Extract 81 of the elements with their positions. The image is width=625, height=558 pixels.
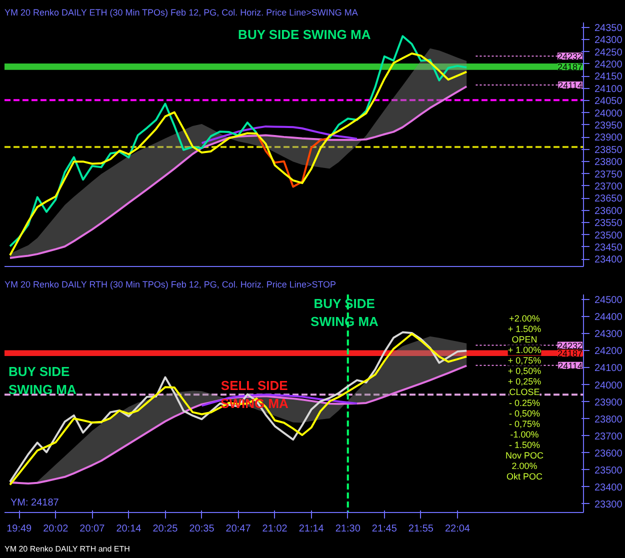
annotation: - 0,50%	[508, 408, 540, 418]
y-tick-label: 23450	[594, 242, 623, 254]
annotation: + 0,75%	[508, 356, 542, 366]
annotation: YM: 24187	[10, 498, 60, 508]
y-tick-label: 24000	[594, 380, 623, 392]
annotation: BUY SIDE SWING MA	[8, 364, 77, 397]
x-tick-label: 21:45	[372, 524, 398, 534]
y-tick-label: 23300	[594, 499, 623, 510]
y-tick-label: 23750	[594, 169, 623, 180]
x-tick-label: 21:30	[335, 524, 361, 534]
annotation: OPEN	[512, 334, 538, 345]
x-tick-label: 20:14	[116, 524, 142, 534]
y-tick-label: 24250	[594, 47, 623, 58]
annotation: -1.00%	[510, 429, 539, 440]
y-tick-label: 23600	[594, 448, 623, 460]
chart-title: YM 20 Renko DAILY RTH (30 Min TPOs) Feb 12, PG, Col. Horiz. Price Line>STOP	[4, 280, 336, 290]
y-tick-label: 23550	[594, 218, 623, 230]
text: YM 20 Renko DAILY RTH and ETH	[4, 544, 130, 554]
annotation: - 0,75%	[508, 418, 540, 429]
y-tick-label: 23850	[594, 144, 623, 156]
y-tick-label: 24200	[594, 59, 623, 70]
line-series	[200, 394, 358, 407]
y-tick-label: 23800	[594, 414, 623, 426]
annotation: - 1.50%	[508, 440, 540, 450]
y-tick-label: 24300	[594, 329, 623, 340]
y-tick-label: 23400	[594, 254, 623, 266]
annotation: +2.00%	[509, 314, 540, 324]
x-tick-label: 21:02	[262, 524, 288, 534]
y-tick-label: 23650	[594, 194, 623, 205]
ref-line-label: 24232	[557, 340, 583, 351]
annotation: Nov POC	[505, 450, 544, 460]
annotation: + 0,25%	[508, 376, 542, 387]
y-tick-label: 24500	[594, 295, 623, 306]
y-tick-label: 23950	[594, 120, 623, 132]
annotation: - 0.25%	[508, 398, 540, 408]
x-tick-label: 21:55	[408, 524, 434, 534]
y-tick-label: 24050	[594, 96, 623, 108]
y-tick-label: 24150	[594, 72, 623, 83]
x-tick-label: 20:47	[226, 524, 252, 534]
y-tick-label: 23900	[594, 132, 623, 144]
y-tick-label: 24350	[594, 22, 623, 34]
y-tick-label: 24100	[594, 363, 623, 374]
chart-title: YM 20 Renko DAILY ETH (30 Min TPOs) Feb 12, PG, Col. Horiz. Price Line>SWING MA	[4, 8, 358, 18]
x-tick-label: 20:35	[189, 524, 215, 534]
y-tick-label: 23900	[594, 397, 623, 408]
x-tick-label: 19:49	[6, 524, 32, 534]
y-tick-label: 24300	[594, 35, 623, 46]
y-tick-label: 24200	[594, 346, 623, 358]
y-tick-label: 24400	[594, 312, 623, 324]
y-tick-label: 23700	[594, 181, 623, 192]
annotation: SELL SIDE SWING MA	[220, 378, 290, 411]
y-tick-label: 23400	[594, 482, 623, 494]
x-tick-label: 20:25	[152, 524, 178, 534]
ref-line-label: 24114	[558, 80, 582, 90]
x-tick-label: 20:07	[80, 524, 106, 534]
y-tick-label: 23500	[594, 465, 623, 476]
ref-line-label: 24114	[558, 360, 582, 371]
annotation: 2.00%	[512, 460, 538, 471]
annotation: + 1.50%	[508, 324, 542, 334]
y-tick-label: 23600	[594, 206, 623, 217]
y-tick-label: 23700	[594, 431, 623, 442]
x-tick-label: 20:02	[43, 524, 69, 534]
annotation: BUY SIDE SWING MA	[238, 27, 372, 42]
annotation: BUY SIDE SWING MA	[310, 296, 380, 329]
annotation: Okt POC	[506, 472, 544, 482]
line-series	[8, 85, 468, 259]
y-tick-label: 23500	[594, 230, 623, 242]
y-tick-label: 24100	[594, 84, 623, 95]
y-tick-label: 24000	[594, 108, 623, 120]
annotation: + 0,50%	[508, 366, 542, 376]
annotation: + 1.00%	[508, 345, 542, 356]
x-tick-label: 22:04	[444, 524, 470, 534]
band-label: 24187	[557, 62, 583, 72]
line-series	[8, 364, 468, 485]
x-tick-label: 21:14	[298, 524, 324, 534]
annotation: CLOSE	[509, 387, 540, 398]
line-series	[200, 125, 358, 144]
band-label: 24187	[557, 348, 583, 359]
line-series	[256, 132, 331, 188]
y-tick-label: 23800	[594, 157, 623, 168]
ref-line-label: 24232	[557, 52, 583, 62]
